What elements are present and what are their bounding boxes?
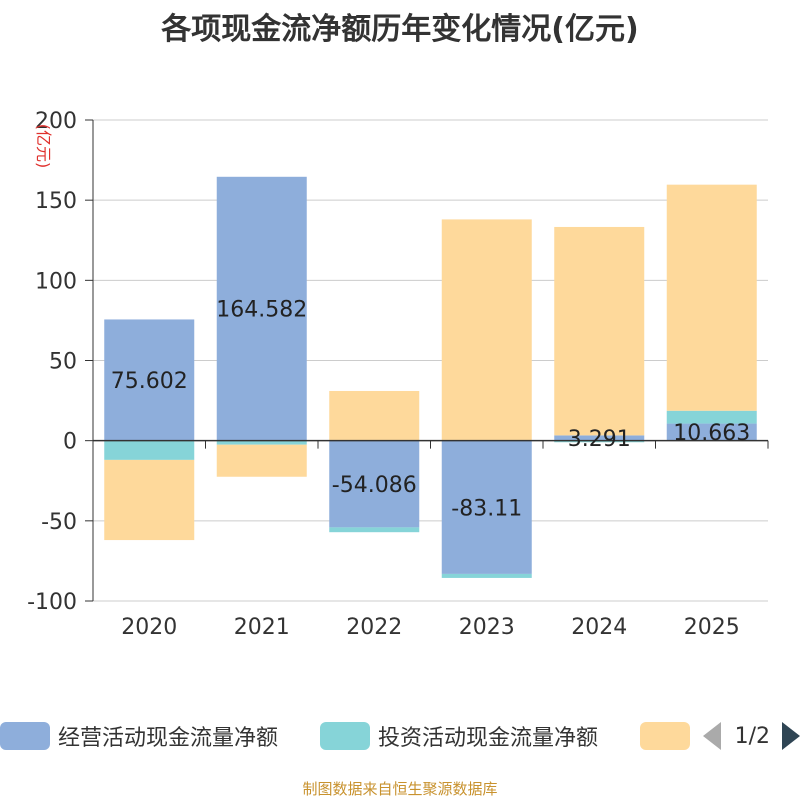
bar-investing-2022 [329, 527, 420, 533]
bar-financing-2024 [554, 226, 645, 436]
bar-investing-2025 [666, 410, 757, 424]
legend-item-financing[interactable] [640, 716, 698, 756]
bar-financing-2023 [441, 219, 532, 441]
legend-swatch-financing [640, 722, 690, 750]
legend-item-operating[interactable]: 经营活动现金流量净额 [0, 716, 278, 756]
bar-operating-2025 [666, 423, 757, 441]
legend-swatch-operating [0, 722, 50, 750]
y-tick-label: 0 [63, 430, 77, 455]
legend-swatch-investing [320, 722, 370, 750]
bar-investing-2021 [216, 440, 307, 445]
data-label-operating: -54.086 [332, 473, 417, 498]
legend-label-operating: 经营活动现金流量净额 [58, 726, 279, 751]
data-label-operating: -83.11 [451, 496, 522, 521]
bar-operating-2022 [329, 440, 420, 528]
data-label-operating: 164.582 [216, 298, 307, 323]
x-tick-label: 2024 [571, 615, 627, 640]
y-tick-label: 150 [35, 189, 77, 214]
bar-investing-2020 [104, 440, 195, 460]
bar-operating-2024 [554, 435, 645, 441]
y-tick-label: -100 [27, 590, 77, 615]
x-tick-label: 2020 [121, 615, 177, 640]
x-tick-label: 2021 [234, 615, 290, 640]
y-tick-label: 100 [35, 269, 77, 294]
data-source-note: 制图数据来自恒生聚源数据库 [302, 780, 498, 798]
bar-financing-2020 [104, 459, 195, 541]
x-tick-label: 2023 [459, 615, 515, 640]
x-tick-label: 2022 [346, 615, 402, 640]
chart-title: 各项现金流净额历年变化情况(亿元) [161, 12, 639, 47]
legend-next-icon[interactable] [782, 722, 800, 750]
legend-pager: 1/2 [702, 716, 800, 756]
bar-investing-2023 [441, 573, 532, 578]
data-label-operating: 10.663 [673, 421, 750, 446]
bar-financing-2022 [329, 390, 420, 441]
bar-financing-2025 [666, 184, 757, 411]
data-label-operating: 75.602 [111, 369, 188, 394]
chart-area: 200 150 100 50 0 -50 -100 (亿元) 2020 2021 2022 2023 2… [27, 109, 769, 640]
y-tick-label: 200 [35, 109, 77, 134]
y-axis-label: (亿元) [34, 124, 53, 169]
bar-operating-2020 [104, 319, 195, 441]
legend-label-investing: 投资活动现金流量净额 [378, 726, 599, 751]
data-label-operating: 3.291 [568, 427, 631, 452]
legend: 经营活动现金流量净额 投资活动现金流量净额 1/2 [0, 716, 800, 756]
legend-item-investing[interactable]: 投资活动现金流量净额 [320, 716, 598, 756]
bar-financing-2021 [216, 444, 307, 477]
legend-prev-icon[interactable] [702, 722, 721, 750]
x-tick-label: 2025 [684, 615, 740, 640]
bar-operating-2021 [216, 176, 307, 441]
bar-investing-2024 [554, 440, 645, 443]
y-tick-label: 50 [49, 350, 77, 375]
y-tick-label: -50 [41, 510, 77, 535]
bar-operating-2023 [441, 440, 532, 574]
legend-page-indicator: 1/2 [734, 723, 770, 749]
